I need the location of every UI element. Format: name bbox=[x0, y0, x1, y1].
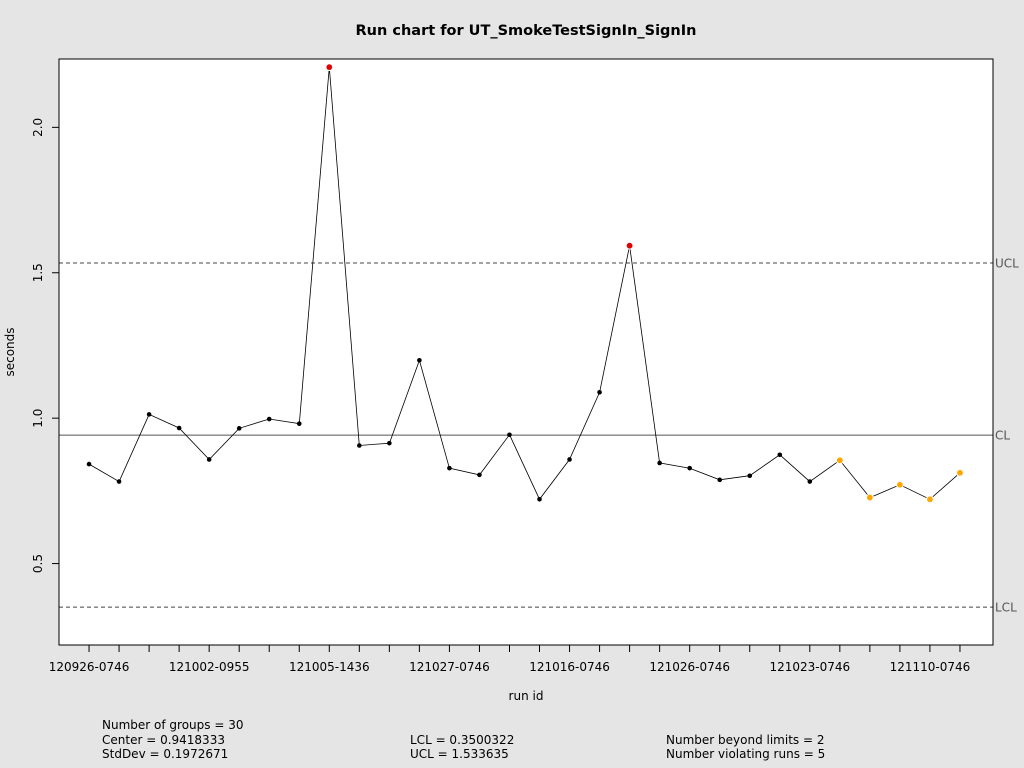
stats-block-middle: LCL = 0.3500322 UCL = 1.533635 bbox=[410, 733, 514, 762]
data-point bbox=[807, 479, 813, 484]
data-point bbox=[777, 452, 783, 458]
data-point bbox=[896, 480, 904, 489]
stat-violating-runs: Number violating runs = 5 bbox=[666, 747, 826, 761]
stat-beyond-limits: Number beyond limits = 2 bbox=[666, 732, 825, 747]
data-point bbox=[86, 461, 92, 467]
data-point bbox=[507, 432, 512, 438]
data-point bbox=[417, 357, 422, 363]
data-point bbox=[835, 456, 844, 465]
cl-label: CL bbox=[995, 429, 1010, 443]
data-point bbox=[747, 473, 753, 479]
data-point bbox=[266, 416, 272, 422]
x-tick-label: 121005-1436 bbox=[289, 660, 370, 674]
x-tick-label: 121026-0746 bbox=[649, 660, 730, 674]
x-tick-label: 121027-0746 bbox=[409, 660, 490, 674]
data-point bbox=[387, 440, 392, 446]
data-point bbox=[597, 389, 602, 395]
y-tick-label: 1.0 bbox=[31, 409, 45, 428]
data-point bbox=[236, 426, 242, 431]
x-tick-label: 120926-0746 bbox=[49, 660, 130, 674]
y-tick-label: 0.5 bbox=[31, 554, 45, 573]
x-tick-label: 121016-0746 bbox=[529, 660, 610, 674]
stats-block-left: Number of groups = 30 Center = 0.9418333… bbox=[102, 718, 243, 762]
data-point bbox=[447, 465, 452, 471]
run-chart: Run chart for UT_SmokeTestSignIn_SignIn U… bbox=[3, 23, 1019, 703]
stat-ucl: UCL = 1.533635 bbox=[410, 747, 509, 761]
data-point bbox=[567, 457, 572, 462]
data-point bbox=[116, 479, 122, 484]
data-point bbox=[206, 457, 212, 462]
y-tick-label: 1.5 bbox=[31, 263, 45, 282]
plot-area bbox=[59, 59, 993, 645]
x-tick-label: 121110-0746 bbox=[890, 660, 971, 674]
data-point bbox=[325, 63, 334, 72]
data-point bbox=[956, 468, 964, 477]
lcl-label: LCL bbox=[995, 601, 1017, 615]
data-point bbox=[537, 496, 542, 502]
stat-stddev: StdDev = 0.1972671 bbox=[102, 747, 229, 761]
data-point bbox=[657, 460, 662, 466]
x-tick-label: 121002-0955 bbox=[169, 660, 250, 674]
y-axis-title: seconds bbox=[3, 327, 17, 376]
x-axis-title: run id bbox=[509, 689, 544, 703]
stat-number-of-groups: Number of groups = 30 bbox=[102, 718, 244, 732]
data-point bbox=[687, 465, 692, 471]
data-point bbox=[477, 472, 482, 478]
stats-block-right: Number beyond limits = 2 Number violatin… bbox=[666, 733, 825, 762]
data-point bbox=[146, 412, 152, 417]
data-point bbox=[176, 425, 182, 431]
data-point bbox=[357, 443, 362, 448]
data-point bbox=[926, 495, 934, 504]
chart-title: Run chart for UT_SmokeTestSignIn_SignIn bbox=[356, 23, 697, 39]
data-point bbox=[296, 421, 302, 426]
stat-lcl: LCL = 0.3500322 bbox=[410, 732, 515, 747]
ucl-label: UCL bbox=[995, 256, 1019, 270]
series-line bbox=[88, 67, 961, 501]
data-point bbox=[625, 241, 634, 250]
y-tick-label: 2.0 bbox=[31, 118, 45, 137]
stat-center: Center = 0.9418333 bbox=[102, 732, 225, 747]
data-point bbox=[865, 493, 874, 502]
x-tick-label: 121023-0746 bbox=[769, 660, 850, 674]
data-point bbox=[717, 477, 723, 483]
